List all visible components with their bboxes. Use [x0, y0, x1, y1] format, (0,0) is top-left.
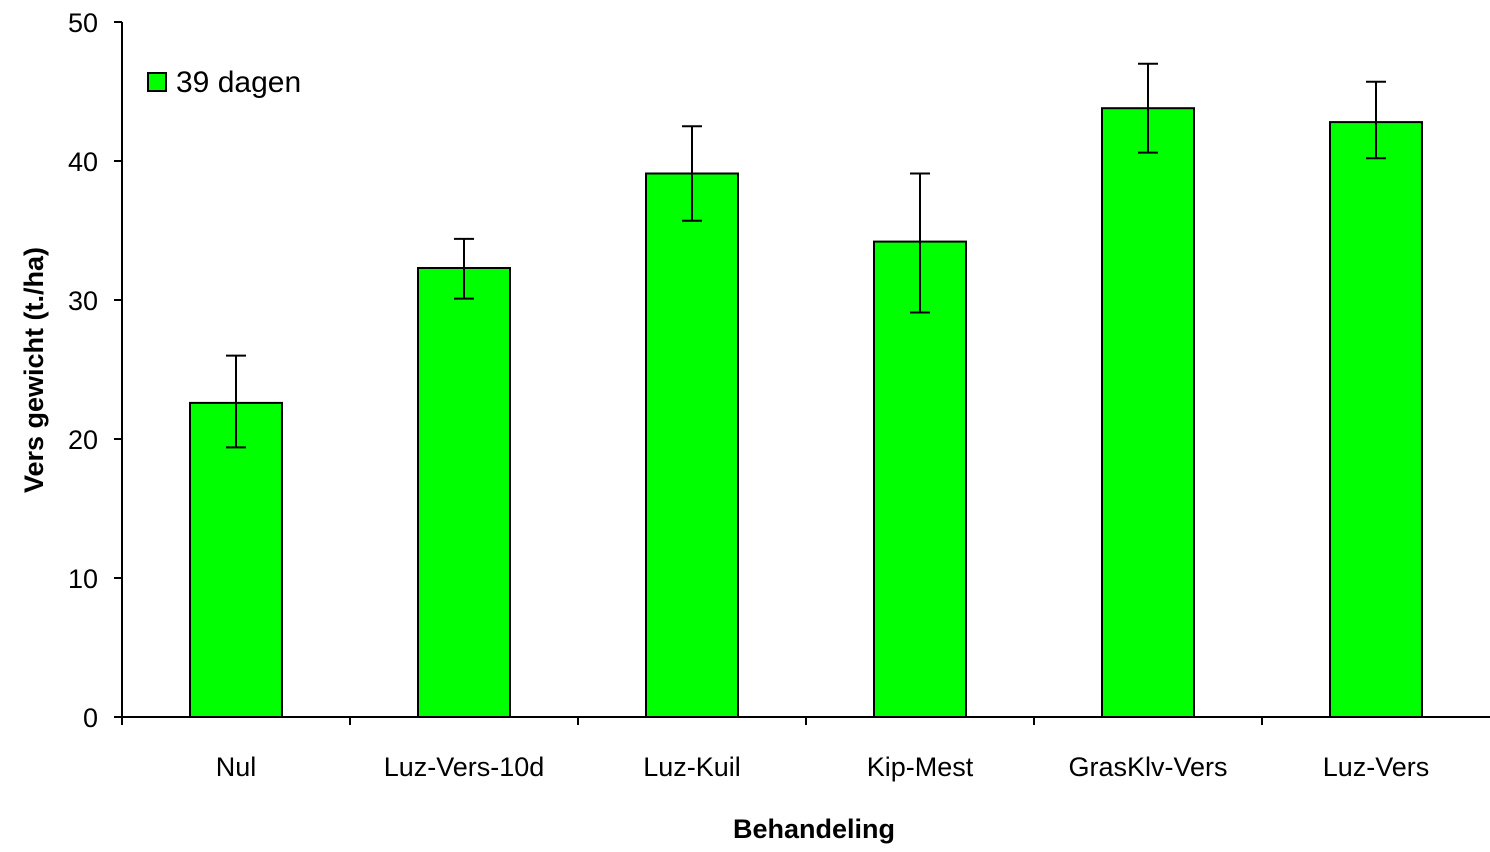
error-bar [910, 172, 930, 314]
legend-swatch [147, 72, 167, 92]
x-category-label: GrasKlv-Vers [1068, 752, 1227, 782]
y-tick-label: 20 [68, 425, 98, 455]
error-bar [454, 237, 474, 300]
bar [645, 172, 739, 718]
y-ticks-group: 0 10 20 30 40 50 [68, 8, 122, 733]
bars-group [189, 107, 1423, 719]
bar [1101, 107, 1195, 718]
x-category-label: Kip-Mest [867, 752, 974, 782]
error-bar [1138, 62, 1158, 154]
bar [189, 401, 283, 718]
y-tick-label: 50 [68, 8, 98, 38]
y-tick-label: 40 [68, 147, 98, 177]
bar [417, 267, 511, 718]
x-category-label: Nul [216, 752, 257, 782]
bar [873, 240, 967, 718]
y-tick-label: 30 [68, 286, 98, 316]
legend: 39 dagen [147, 66, 301, 99]
x-category-label: Luz-Kuil [643, 752, 741, 782]
axes-group [121, 22, 1490, 718]
error-bar [682, 125, 702, 222]
y-tick-label: 0 [83, 703, 98, 733]
legend-label: 39 dagen [176, 66, 301, 99]
x-category-label: Luz-Vers-10d [384, 752, 545, 782]
y-tick-label: 10 [68, 564, 98, 594]
bar [1329, 121, 1423, 719]
error-bar [1366, 80, 1386, 160]
x-category-label: Luz-Vers [1323, 752, 1430, 782]
y-axis-title: Vers gewicht (t./ha) [19, 247, 49, 493]
x-axis-title: Behandeling [733, 814, 895, 844]
error-bar [226, 354, 246, 449]
error-bars-group [226, 62, 1386, 449]
x-ticks-group: Nul Luz-Vers-10d Luz-Kuil Kip-Mest GrasKlv-V… [121, 717, 1430, 782]
